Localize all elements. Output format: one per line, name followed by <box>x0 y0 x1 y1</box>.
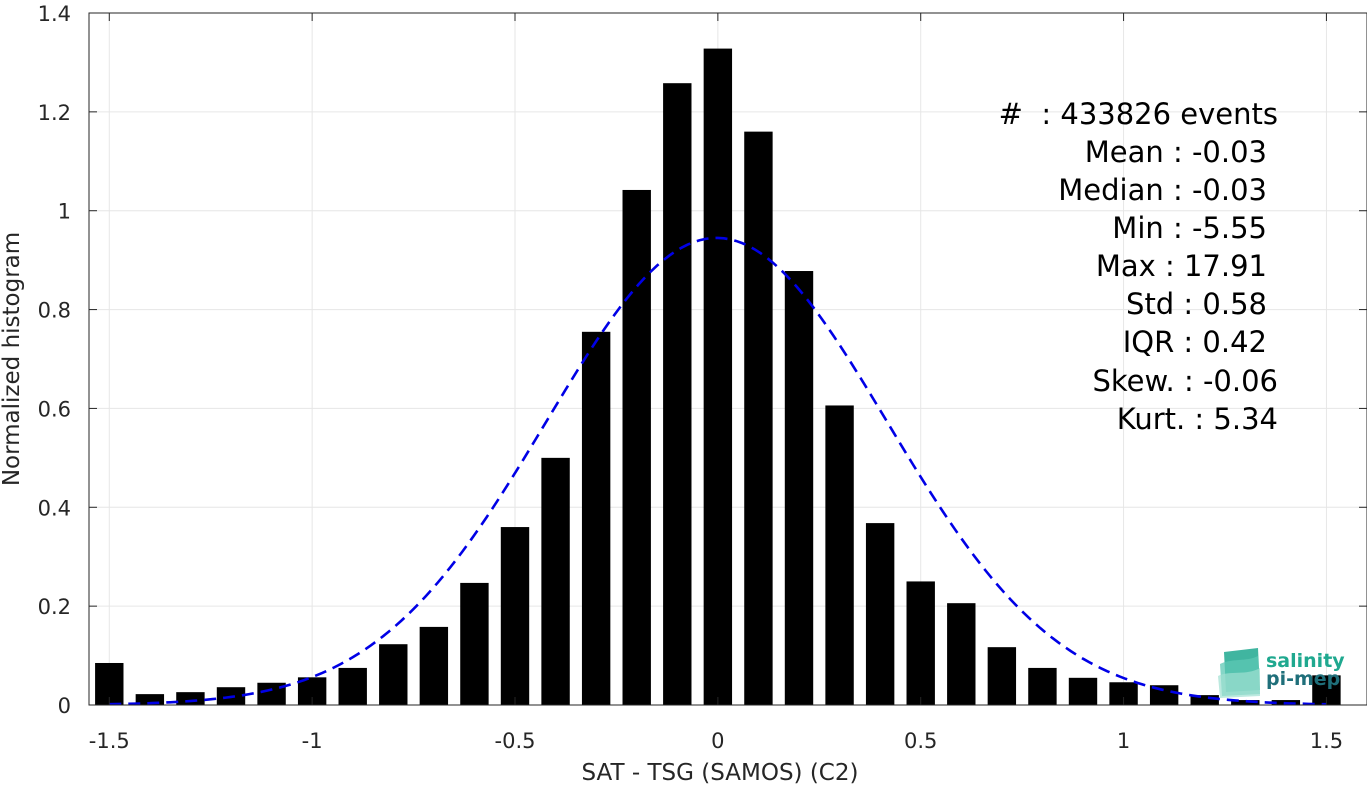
y-tick-label: 1.2 <box>38 101 71 125</box>
x-tick-label: -1 <box>302 729 323 753</box>
bars <box>95 48 1341 706</box>
histogram-bar <box>1068 677 1098 705</box>
y-tick-labels: 0 0.2 0.4 0.6 0.8 1 1.2 1.4 <box>38 2 71 718</box>
histogram-bar <box>1109 682 1138 705</box>
stat-mean: Mean : -0.03 <box>1085 135 1267 169</box>
logo-line2: pi-mep <box>1266 668 1340 690</box>
histogram-bar <box>703 48 733 706</box>
histogram-bar <box>947 603 976 705</box>
stat-iqr: IQR : 0.42 <box>1123 325 1267 359</box>
histogram-bar <box>825 405 854 705</box>
histogram-bar <box>663 83 692 705</box>
histogram-bar <box>460 582 489 705</box>
ticks <box>89 12 1367 706</box>
logo-line1: salinity <box>1266 650 1345 672</box>
stat-kurt: Kurt. : 5.34 <box>1117 402 1278 436</box>
y-tick-label: 0.8 <box>38 299 71 323</box>
histogram-bar <box>257 682 286 705</box>
y-tick-label: 0.6 <box>38 397 71 421</box>
stat-max: Max : 17.91 <box>1096 249 1267 283</box>
histogram-bar <box>176 692 205 705</box>
histogram-bar <box>500 527 530 705</box>
histogram-bar <box>784 271 814 705</box>
x-tick-label: -0.5 <box>495 729 536 753</box>
histogram-bar <box>744 131 773 706</box>
y-axis-label: Normalized histogram <box>0 232 25 486</box>
histogram-bar <box>419 626 449 705</box>
y-tick-label: 0 <box>58 694 71 718</box>
stats-box: # : 433826 events Mean : -0.03 Median : … <box>999 97 1278 436</box>
plot-frame <box>88 12 1367 706</box>
salinity-pimep-logo: salinity pi-mep <box>1218 648 1345 698</box>
x-tick-label: 1.5 <box>1310 729 1343 753</box>
histogram-bar <box>906 581 935 705</box>
histogram-bar <box>338 667 367 705</box>
y-tick-label: 1.4 <box>38 2 71 26</box>
x-tick-labels: -1.5 -1 -0.5 0 0.5 1 1.5 <box>89 729 1343 753</box>
histogram-bar <box>1231 700 1260 705</box>
x-tick-label: 1 <box>1117 729 1130 753</box>
fit-curve <box>109 236 1327 706</box>
stat-skew: Skew. : -0.06 <box>1092 364 1278 398</box>
stat-median: Median : -0.03 <box>1058 173 1267 207</box>
stat-events: # : 433826 events <box>999 97 1278 131</box>
histogram-bar <box>135 694 165 705</box>
histogram-bar <box>1149 685 1179 705</box>
histogram-bar <box>379 644 408 705</box>
x-tick-label: 0 <box>711 729 724 753</box>
x-axis-label: SAT - TSG (SAMOS) (C2) <box>582 760 859 785</box>
histogram-bar <box>1190 695 1219 705</box>
wave-logo-icon <box>1218 648 1260 698</box>
stat-min: Min : -5.55 <box>1112 211 1267 245</box>
y-tick-label: 0.4 <box>38 496 71 520</box>
stat-std: Std : 0.58 <box>1126 287 1267 321</box>
histogram-bar <box>581 331 611 705</box>
x-tick-label: 0.5 <box>904 729 937 753</box>
histogram-bar <box>987 647 1017 705</box>
x-tick-label: -1.5 <box>89 729 130 753</box>
y-tick-label: 1 <box>58 200 71 224</box>
histogram-bar <box>865 523 895 705</box>
histogram-bar <box>1028 667 1057 705</box>
y-tick-label: 0.2 <box>38 595 71 619</box>
histogram-bar <box>622 189 651 705</box>
histogram-bar <box>541 457 570 705</box>
